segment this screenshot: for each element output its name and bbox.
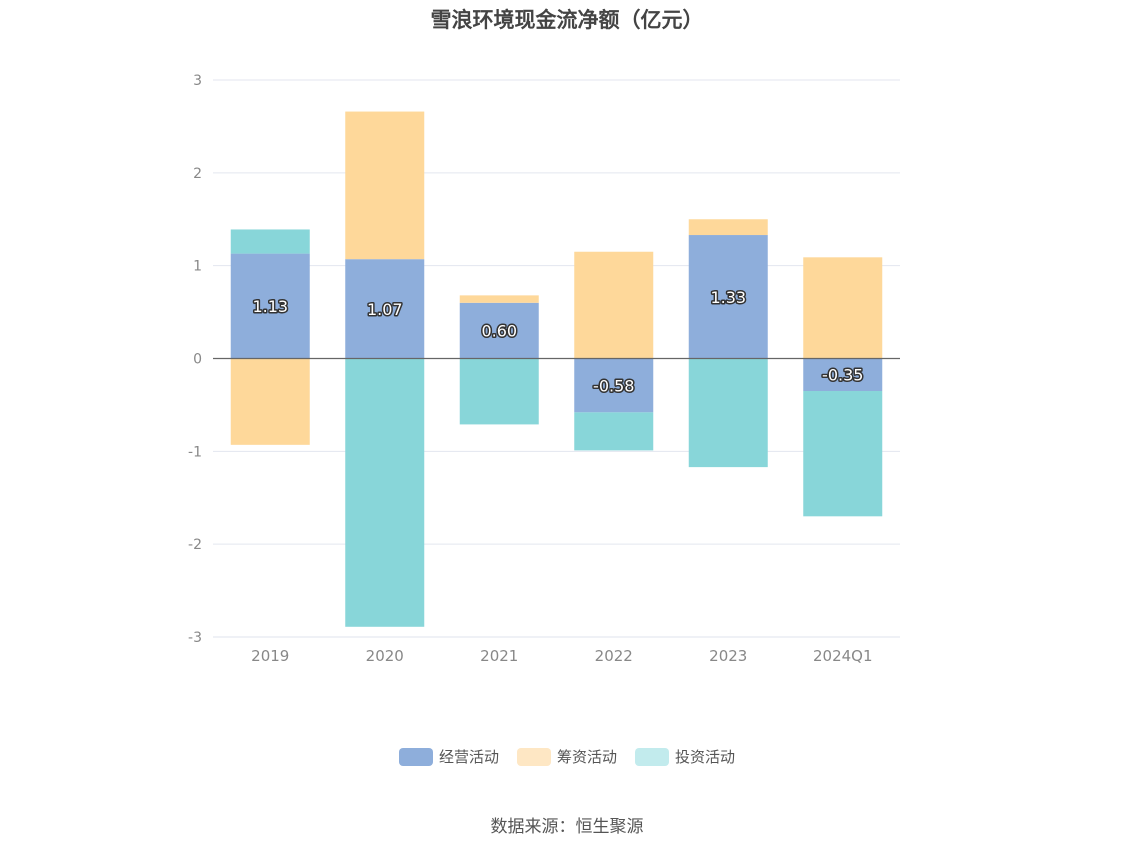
y-tick-label: 3	[193, 73, 202, 89]
legend-swatch-investing	[635, 747, 669, 766]
bar-2022-series0	[574, 358, 654, 413]
legend-label-operating: 经营活动	[438, 748, 499, 766]
bar-2021-series1	[459, 295, 539, 303]
bars-layer	[230, 111, 883, 627]
bar-2019-series1	[230, 358, 310, 445]
source-note: 数据来源：恒生聚源	[490, 817, 644, 837]
bar-2020-series1	[345, 111, 425, 260]
x-tick-label: 2022	[595, 647, 633, 665]
y-tick-label: -1	[188, 444, 202, 460]
chart-title: 雪浪环境现金流净额（亿元）	[430, 8, 704, 32]
bar-2024Q1-series2	[803, 390, 883, 517]
x-tick-label: 2020	[366, 647, 404, 665]
bar-2019-series2	[230, 229, 310, 254]
y-tick-label: 1	[193, 259, 202, 275]
y-tick-label: 0	[193, 352, 202, 368]
bar-2023-series1	[688, 219, 768, 236]
bar-2022-series1	[574, 251, 654, 359]
data-label: 0.60	[481, 322, 517, 341]
y-tick-label: 2	[193, 166, 202, 182]
bar-2022-series2	[574, 412, 654, 451]
y-tick-label: -3	[188, 630, 202, 646]
legend-swatch-financing	[516, 747, 551, 766]
legend-label-investing: 投资活动	[675, 748, 736, 766]
bar-2024Q1-series1	[803, 257, 883, 359]
bar-2020-series2	[345, 358, 425, 627]
data-label: 1.13	[252, 297, 288, 316]
legend-item-financing[interactable]: 筹资活动	[516, 746, 617, 767]
legend-item-investing[interactable]: 投资活动	[635, 746, 735, 767]
data-label: 1.07	[367, 300, 403, 319]
x-tick-label: 2024Q1	[813, 647, 873, 665]
x-tick-label: 2021	[480, 647, 518, 665]
bar-2019-series0	[230, 253, 310, 359]
legend-label-financing: 筹资活动	[556, 748, 617, 766]
bar-2021-series2	[459, 358, 539, 425]
axis-layer: 3 2 1 0 -1 -2 -3 2019 2020 2021 2022 2023 2024Q1	[188, 73, 900, 665]
bar-2020-series0	[345, 259, 425, 359]
bar-2024Q1-series0	[803, 358, 883, 391]
data-label: -0.58	[593, 376, 634, 395]
bar-2023-series2	[688, 358, 768, 468]
bar-2021-series0	[459, 302, 539, 359]
legend-swatch-operating	[398, 747, 433, 766]
labels-layer: 1.13 1.07 0.60 -0.58 1.33 -0.35	[251, 286, 865, 397]
bar-2023-series0	[688, 235, 768, 359]
legend-item-operating[interactable]: 经营活动	[398, 746, 499, 767]
y-tick-label: -2	[188, 537, 202, 553]
data-label: -0.35	[822, 366, 863, 385]
x-tick-label: 2023	[709, 647, 747, 665]
x-tick-label: 2019	[251, 647, 289, 665]
legend: 经营活动 筹资活动 投资活动	[0, 746, 1134, 767]
data-label: 1.33	[710, 288, 746, 307]
